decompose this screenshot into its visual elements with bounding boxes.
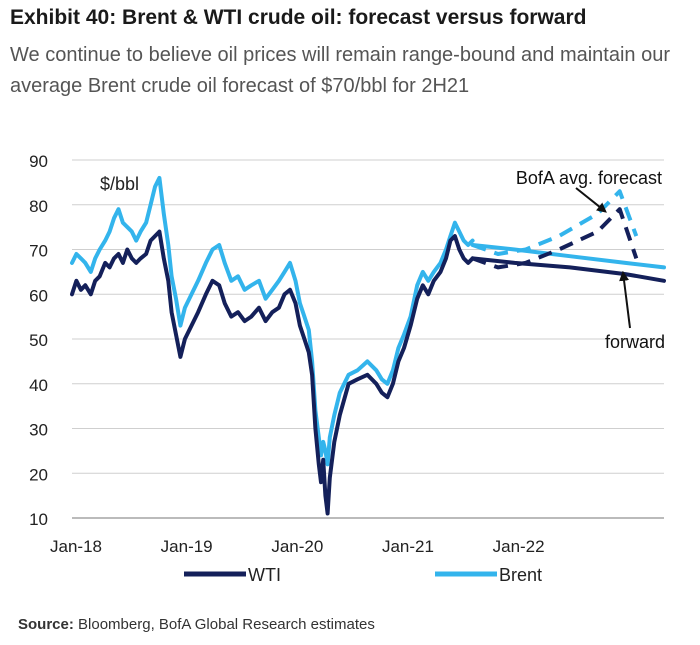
source-note: Source: Bloomberg, BofA Global Research … [18, 616, 375, 633]
legend: WTI Brent [184, 565, 542, 585]
x-axis-tick-labels: Jan-18 Jan-19 Jan-20 Jan-21 Jan-22 [50, 537, 545, 556]
series-lines [70, 175, 666, 516]
annotation-forecast-arrow [575, 187, 607, 213]
y-tick-label: 60 [29, 286, 48, 305]
y-tick-label: 10 [29, 510, 48, 529]
x-tick-label: Jan-21 [382, 537, 434, 556]
legend-label-brent: Brent [499, 565, 542, 585]
annotation-forecast-label: BofA avg. forecast [516, 168, 662, 188]
series-line-brent-avg-forecast [471, 189, 639, 256]
y-tick-label: 20 [29, 465, 48, 484]
annotations: BofA avg. forecast forward [516, 168, 665, 352]
series-line-brent-forward [470, 243, 666, 270]
y-tick-label: 80 [29, 197, 48, 216]
x-tick-label: Jan-19 [161, 537, 213, 556]
series-line-brent [70, 175, 475, 467]
annotation-forward-label: forward [605, 332, 665, 352]
series-line-wti [70, 229, 475, 516]
x-tick-label: Jan-18 [50, 537, 102, 556]
grid-lines [72, 159, 664, 519]
series-line-wti-forward [470, 256, 666, 283]
legend-label-wti: WTI [248, 565, 281, 585]
y-tick-label: 40 [29, 376, 48, 395]
x-tick-label: Jan-20 [271, 537, 323, 556]
annotation-forward-arrow [619, 270, 631, 329]
y-tick-label: 70 [29, 242, 48, 261]
x-tick-label: Jan-22 [493, 537, 545, 556]
source-label: Source: [18, 616, 74, 633]
y-axis-tick-labels: 10 20 30 40 50 60 70 80 90 [29, 152, 48, 529]
y-tick-label: 50 [29, 331, 48, 350]
series-line-wti-avg-forecast [471, 207, 639, 270]
page-title: Exhibit 40: Brent & WTI crude oil: forec… [10, 6, 587, 29]
page-subtitle: We continue to believe oil prices will r… [10, 44, 670, 97]
y-tick-label: 30 [29, 421, 48, 440]
y-tick-label: 90 [29, 152, 48, 171]
y-axis-label: $/bbl [100, 174, 139, 194]
source-text: Bloomberg, BofA Global Research estimate… [73, 616, 375, 633]
